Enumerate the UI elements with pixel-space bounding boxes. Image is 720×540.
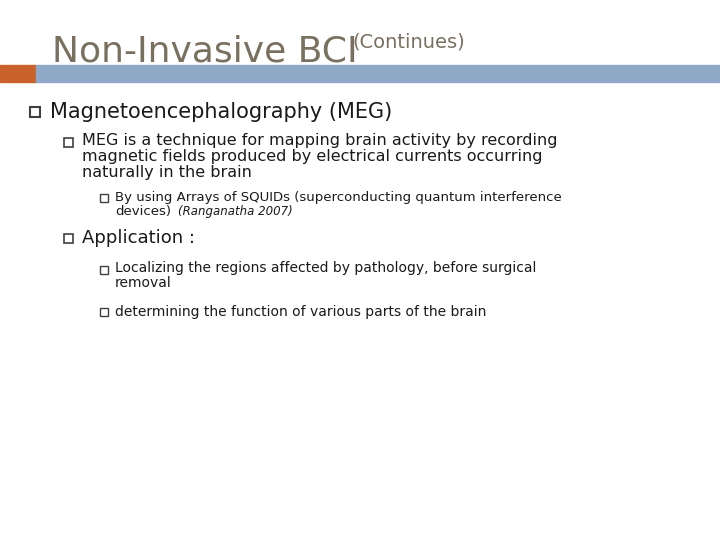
Bar: [0, 65, 36, 82]
Text: Magnetoencephalography (MEG): Magnetoencephalography (MEG): [50, 102, 392, 122]
Text: determining the function of various parts of the brain: determining the function of various part…: [115, 305, 487, 319]
Text: By using Arrays of SQUIDs (superconducting quantum interference: By using Arrays of SQUIDs (superconducti…: [115, 192, 562, 205]
Text: MEG is a technique for mapping brain activity by recording: MEG is a technique for mapping brain act…: [82, 132, 557, 147]
Text: Non-Invasive BCI: Non-Invasive BCI: [52, 35, 358, 69]
Text: magnetic fields produced by electrical currents occurring: magnetic fields produced by electrical c…: [82, 148, 542, 164]
Bar: [36, 65, 720, 82]
Text: Application :: Application :: [82, 229, 195, 247]
Text: devices): devices): [115, 206, 171, 219]
Bar: [100, 266, 108, 274]
Bar: [100, 194, 108, 202]
Bar: [30, 107, 40, 117]
Text: naturally in the brain: naturally in the brain: [82, 165, 252, 179]
Text: Localizing the regions affected by pathology, before surgical: Localizing the regions affected by patho…: [115, 261, 536, 275]
Text: (Continues): (Continues): [352, 33, 464, 52]
Bar: [64, 234, 73, 243]
Text: removal: removal: [115, 276, 172, 290]
Bar: [100, 308, 108, 316]
Text: (Ranganatha 2007): (Ranganatha 2007): [178, 206, 293, 219]
Bar: [64, 138, 73, 147]
